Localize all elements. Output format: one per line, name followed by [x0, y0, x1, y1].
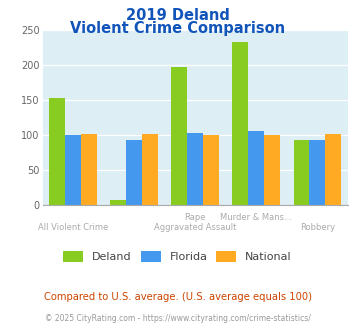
Text: Rape: Rape	[185, 213, 206, 222]
Text: Compared to U.S. average. (U.S. average equals 100): Compared to U.S. average. (U.S. average …	[44, 292, 311, 302]
Text: © 2025 CityRating.com - https://www.cityrating.com/crime-statistics/: © 2025 CityRating.com - https://www.city…	[45, 314, 310, 323]
Bar	[264, 135, 280, 205]
Text: Robbery: Robbery	[300, 223, 335, 232]
Bar	[49, 98, 65, 205]
Legend: Deland, Florida, National: Deland, Florida, National	[59, 247, 296, 267]
Bar	[203, 135, 219, 205]
Bar	[171, 67, 187, 205]
Text: 2019 Deland: 2019 Deland	[126, 8, 229, 23]
Bar	[325, 134, 341, 205]
Bar	[248, 131, 264, 205]
Text: All Violent Crime: All Violent Crime	[38, 223, 108, 232]
Text: Murder & Mans...: Murder & Mans...	[220, 213, 292, 222]
Bar	[81, 134, 97, 205]
Bar	[142, 134, 158, 205]
Bar	[126, 140, 142, 205]
Bar	[294, 140, 310, 205]
Bar	[110, 200, 126, 205]
Text: Aggravated Assault: Aggravated Assault	[154, 223, 236, 232]
Bar	[310, 140, 325, 205]
Bar	[233, 42, 248, 205]
Text: Violent Crime Comparison: Violent Crime Comparison	[70, 21, 285, 36]
Bar	[65, 135, 81, 205]
Bar	[187, 133, 203, 205]
